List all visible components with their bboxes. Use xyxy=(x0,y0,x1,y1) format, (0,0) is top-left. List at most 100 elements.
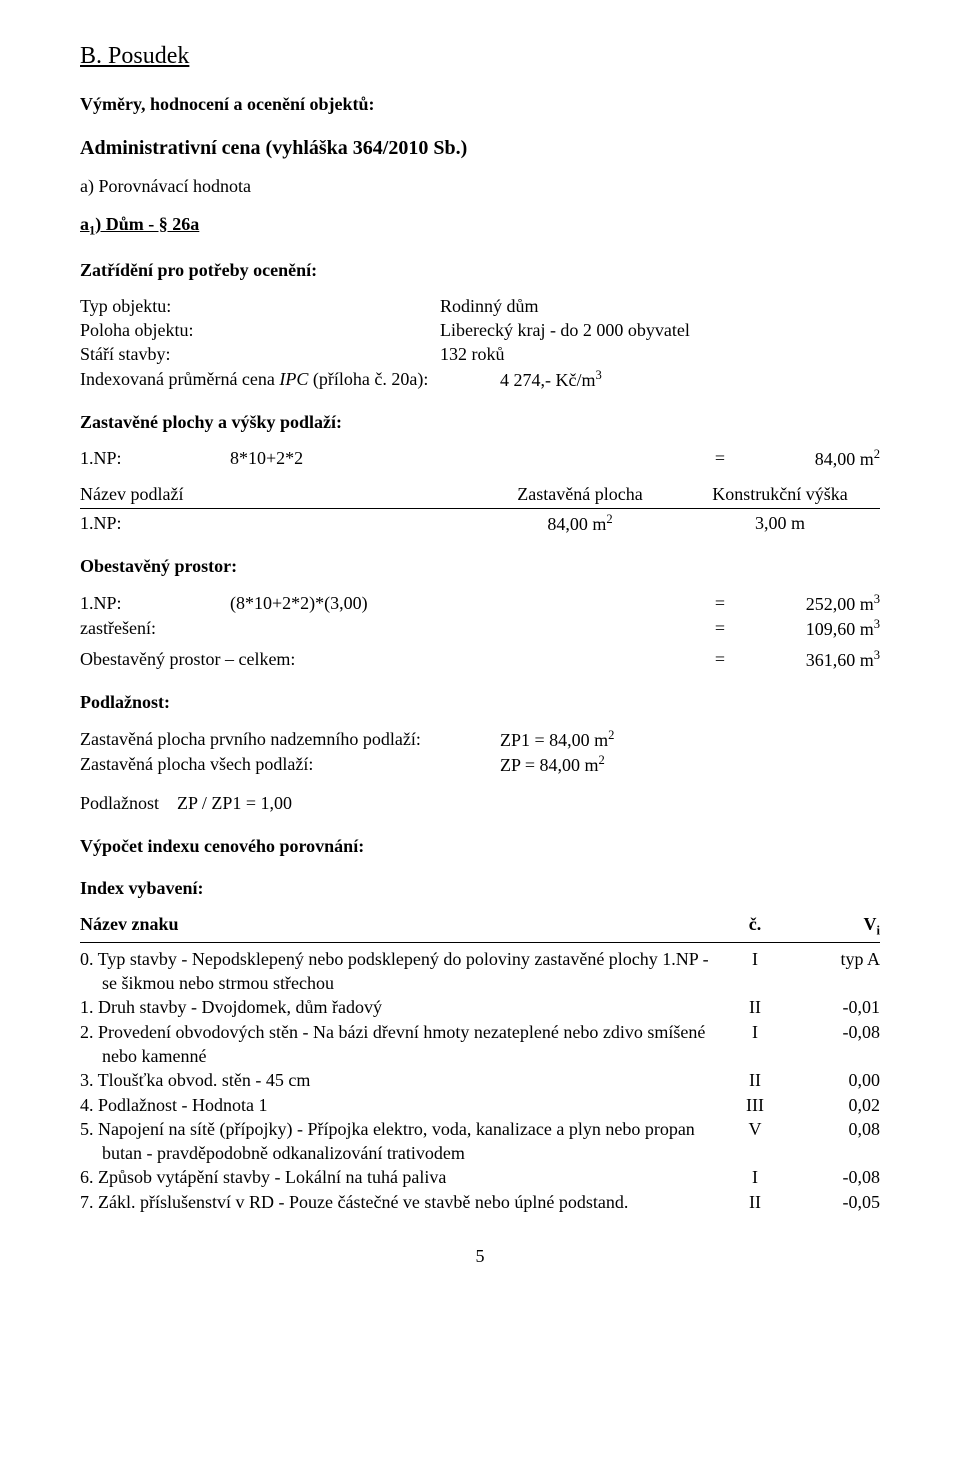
index-col: I xyxy=(720,947,790,996)
calc-eq: = xyxy=(700,616,740,641)
index-header: Název znaku č. Vi xyxy=(80,912,880,943)
label: a xyxy=(80,214,89,234)
index-col: III xyxy=(720,1093,790,1117)
calc-value: 252,00 m3 xyxy=(740,591,880,616)
kv-row-typ: Typ objektu: Rodinný dům xyxy=(80,294,880,318)
kv-value: Rodinný dům xyxy=(440,294,880,318)
subheading-vymery: Výměry, hodnocení a ocenění objektů: xyxy=(80,92,880,116)
kv-row: Zastavěná plocha prvního nadzemního podl… xyxy=(80,727,880,752)
label-italic: IPC xyxy=(279,369,308,389)
table-row: 1.NP: 84,00 m2 3,00 m xyxy=(80,511,880,536)
calc-row-total: Obestavěný prostor – celkem: = 361,60 m3 xyxy=(80,647,880,672)
calc-value: 361,60 m3 xyxy=(740,647,880,672)
value-sup: 2 xyxy=(874,447,880,461)
index-value: 0,02 xyxy=(790,1093,880,1117)
td: 1.NP: xyxy=(80,511,480,536)
kv-label: Indexovaná průměrná cena IPC (příloha č.… xyxy=(80,367,500,392)
th: Zastavěná plocha xyxy=(480,482,680,506)
index-name: 7. Zákl. příslušenství v RD - Pouze část… xyxy=(80,1190,720,1214)
kv-label: Zastavěná plocha všech podlaží: xyxy=(80,752,500,777)
value: 84,00 m xyxy=(547,514,606,534)
index-col: II xyxy=(720,995,790,1019)
th: č. xyxy=(720,912,790,940)
index-value: -0,01 xyxy=(790,995,880,1019)
calc-row: 1.NP: 8*10+2*2 = 84,00 m2 xyxy=(80,446,880,471)
td: 3,00 m xyxy=(680,511,880,536)
index-name: 5. Napojení na sítě (přípojky) - Přípojk… xyxy=(80,1117,720,1166)
index-name: 0. Typ stavby - Nepodsklepený nebo podsk… xyxy=(80,947,720,996)
index-col: I xyxy=(720,1020,790,1069)
index-col: II xyxy=(720,1068,790,1092)
podlaznost-ratio: Podlažnost ZP / ZP1 = 1,00 xyxy=(80,791,880,815)
kv-label: Typ objektu: xyxy=(80,294,440,318)
index-row: 2. Provedení obvodových stěn - Na bázi d… xyxy=(80,1020,880,1069)
index-row: 1. Druh stavby - Dvojdomek, dům řadovýII… xyxy=(80,995,880,1019)
td: 84,00 m2 xyxy=(480,511,680,536)
kv-label: Stáří stavby: xyxy=(80,342,440,366)
kv-label: Zastavěná plocha prvního nadzemního podl… xyxy=(80,727,500,752)
index-col: V xyxy=(720,1117,790,1166)
calc-row: 1.NP: (8*10+2*2)*(3,00) = 252,00 m3 xyxy=(80,591,880,616)
subheading-podlaznost: Podlažnost: xyxy=(80,690,880,714)
kv-row: Zastavěná plocha všech podlaží: ZP = 84,… xyxy=(80,752,880,777)
calc-expr: 8*10+2*2 xyxy=(230,446,700,471)
calc-row: zastřešení: = 109,60 m3 xyxy=(80,616,880,641)
calc-eq: = xyxy=(700,647,740,672)
index-row: 0. Typ stavby - Nepodsklepený nebo podsk… xyxy=(80,947,880,996)
index-value: 0,00 xyxy=(790,1068,880,1092)
label: (příloha č. 20a): xyxy=(308,369,428,389)
index-row: 4. Podlažnost - Hodnota 1III0,02 xyxy=(80,1093,880,1117)
index-col: I xyxy=(720,1165,790,1189)
calc-value: 84,00 m2 xyxy=(740,446,880,471)
subheading-index-vybaveni: Index vybavení: xyxy=(80,876,880,900)
value-sup: 2 xyxy=(606,512,612,526)
subheading-admin-cena: Administrativní cena (vyhláška 364/2010 … xyxy=(80,135,880,162)
th: Vi xyxy=(790,912,880,940)
calc-label: 1.NP: xyxy=(80,591,230,616)
value-sup: 3 xyxy=(595,368,601,382)
index-value: 0,08 xyxy=(790,1117,880,1166)
calc-label: zastřešení: xyxy=(80,616,230,641)
index-col: II xyxy=(720,1190,790,1214)
value: 84,00 m xyxy=(815,449,874,469)
th: Konstrukční výška xyxy=(680,482,880,506)
value: 109,60 m xyxy=(806,619,874,639)
kv-value: ZP1 = 84,00 m2 xyxy=(500,727,880,752)
calc-eq: = xyxy=(700,591,740,616)
index-row: 5. Napojení na sítě (přípojky) - Přípojk… xyxy=(80,1117,880,1166)
value: ZP = 84,00 m xyxy=(500,755,599,775)
index-name: 4. Podlažnost - Hodnota 1 xyxy=(80,1093,720,1117)
label: ) Dům - § 26a xyxy=(95,214,199,234)
kv-row-ipc: Indexovaná průměrná cena IPC (příloha č.… xyxy=(80,367,880,392)
value: 361,60 m xyxy=(806,650,874,670)
value: 252,00 m xyxy=(806,594,874,614)
index-name: 1. Druh stavby - Dvojdomek, dům řadový xyxy=(80,995,720,1019)
index-row: 6. Způsob vytápění stavby - Lokální na t… xyxy=(80,1165,880,1189)
calc-label: Obestavěný prostor – celkem: xyxy=(80,647,700,672)
section-title: B. Posudek xyxy=(80,40,880,72)
kv-label: Poloha objektu: xyxy=(80,318,440,342)
index-value: -0,08 xyxy=(790,1020,880,1069)
value-sup: 2 xyxy=(599,753,605,767)
index-value: typ A xyxy=(790,947,880,996)
kv-value: 132 roků xyxy=(440,342,880,366)
value-sup: 3 xyxy=(874,648,880,662)
index-value: -0,08 xyxy=(790,1165,880,1189)
index-row: 3. Tloušťka obvod. stěn - 45 cmII0,00 xyxy=(80,1068,880,1092)
subheading-vypocet: Výpočet indexu cenového porovnání: xyxy=(80,834,880,858)
subheading-zastavene: Zastavěné plochy a výšky podlaží: xyxy=(80,410,880,434)
kv-value: Liberecký kraj - do 2 000 obyvatel xyxy=(440,318,880,342)
calc-eq: = xyxy=(700,446,740,471)
kv-value: 4 274,- Kč/m3 xyxy=(500,367,880,392)
label-sub: i xyxy=(877,924,881,938)
subheading-dum: a1) Dům - § 26a xyxy=(80,212,880,240)
subheading-obestaveny: Obestavěný prostor: xyxy=(80,554,880,578)
calc-value: 109,60 m3 xyxy=(740,616,880,641)
calc-expr xyxy=(230,616,700,641)
calc-expr: (8*10+2*2)*(3,00) xyxy=(230,591,700,616)
index-row: 7. Zákl. příslušenství v RD - Pouze část… xyxy=(80,1190,880,1214)
kv-row-poloha: Poloha objektu: Liberecký kraj - do 2 00… xyxy=(80,318,880,342)
index-name: 2. Provedení obvodových stěn - Na bázi d… xyxy=(80,1020,720,1069)
th: Název podlaží xyxy=(80,482,480,506)
kv-value: ZP = 84,00 m2 xyxy=(500,752,880,777)
